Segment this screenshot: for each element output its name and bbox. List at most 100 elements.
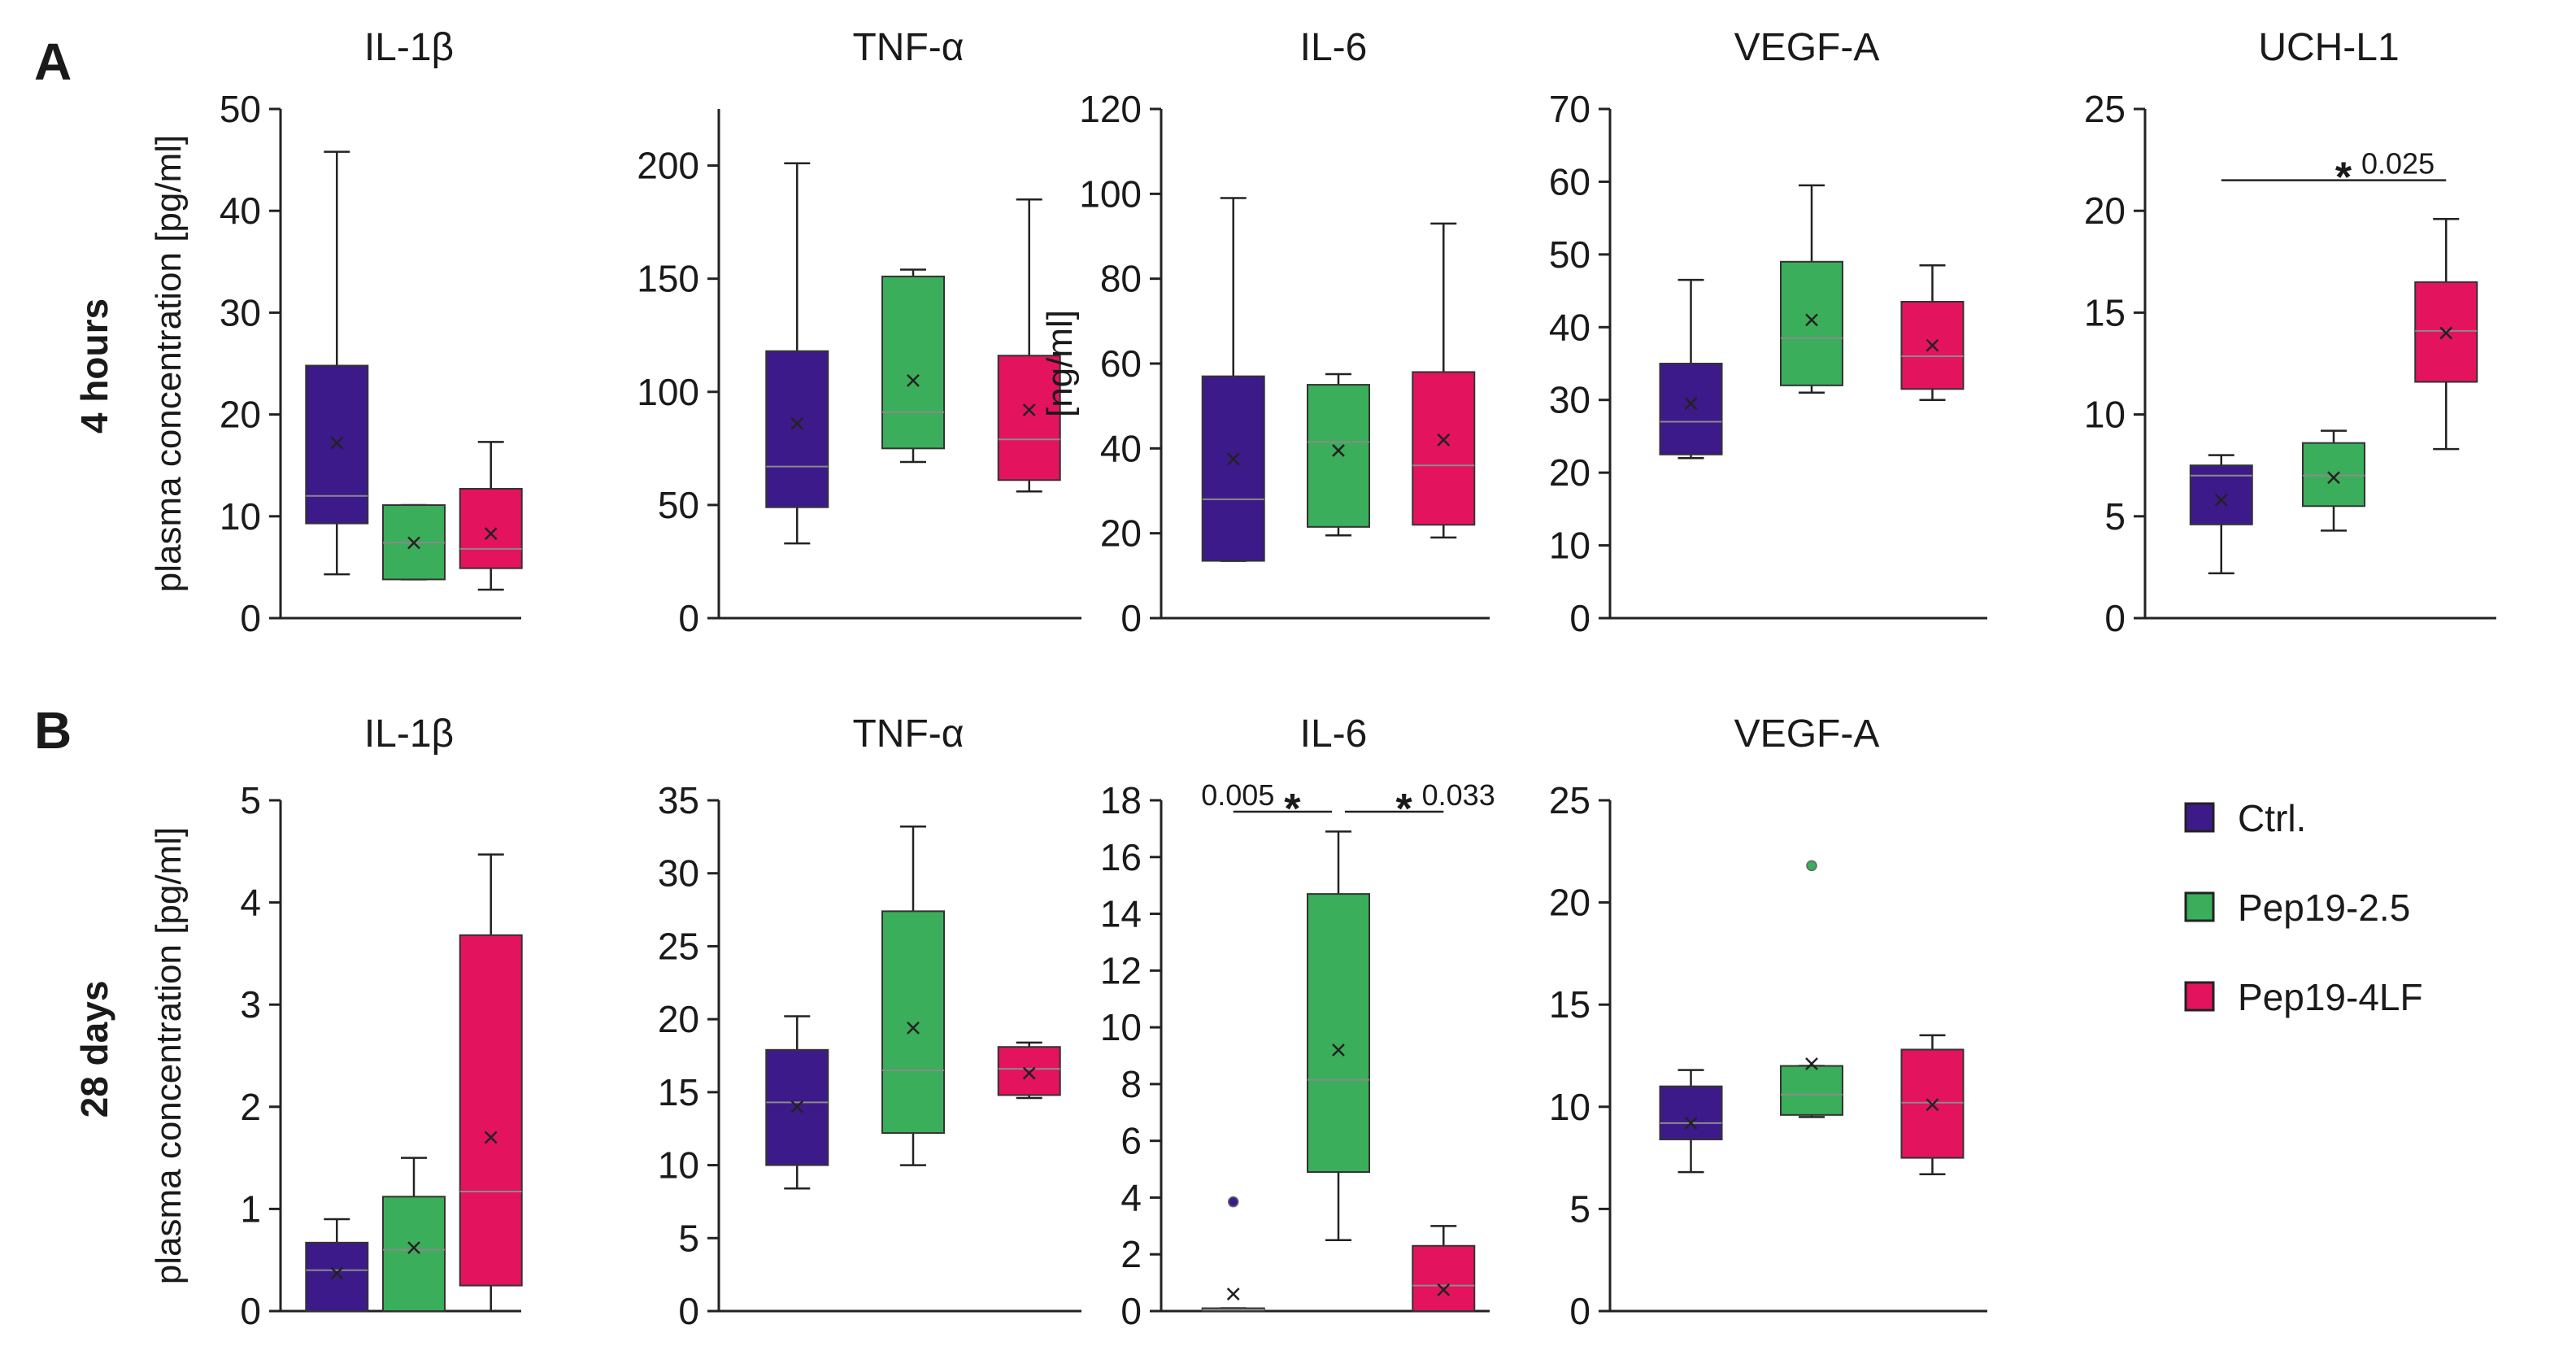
box-tnf--28d-pep19-4lf	[997, 1041, 1061, 1100]
box-rect	[305, 1241, 369, 1313]
mean-marker	[1226, 1287, 1240, 1301]
y-tick-label-il-1--4h: 0	[240, 597, 261, 639]
mean-marker	[2439, 326, 2453, 340]
y-axis-title-il-6-4h: [ng/ml]	[1040, 310, 1080, 417]
y-tick-label-il-6-28d: 0	[1120, 1290, 1142, 1332]
significance-p-value: 0.033	[1422, 778, 1495, 812]
box-uch-l1-4h-pep19-4lf	[2414, 217, 2478, 451]
box-rect	[2189, 464, 2253, 525]
y-tick-label-il-6-28d: 8	[1120, 1063, 1142, 1105]
y-tick-label-il-6-28d: 4	[1120, 1176, 1142, 1218]
y-tick-label-il-6-4h: 120	[1079, 88, 1142, 130]
y-tick-label-tnf--28d: 25	[658, 925, 699, 967]
y-axis-title-il-1--28d: plasma concentration [pg/ml]	[149, 827, 189, 1285]
panel-letter-a: A	[34, 33, 72, 91]
y-tick-label-il-1--4h: 30	[220, 291, 261, 333]
significance-p-value: 0.005	[1201, 778, 1274, 812]
box-vegf-a-4h-pep19-4lf	[1900, 264, 1965, 401]
y-tick-label-uch-l1-4h: 0	[2104, 597, 2126, 639]
mean-marker	[1684, 1117, 1698, 1130]
legend-label-pep19-2-5: Pep19-2.5	[2238, 887, 2410, 929]
y-tick-label-uch-l1-4h: 20	[2084, 190, 2126, 232]
row-label-28-days: 28 days	[73, 981, 115, 1118]
box-rect	[459, 934, 523, 1287]
box-uch-l1-4h-ctrl	[2189, 454, 2253, 575]
chart-vegf-a-4h: VEGF-A 0 10 20 30 40 50 60 70	[1549, 26, 1987, 639]
box-vegf-a-28d-pep19-2-5	[1780, 860, 1843, 1118]
significance-il-6-28d-0: * 0.005	[1201, 778, 1332, 833]
y-tick-label-il-1--28d: 2	[240, 1086, 261, 1128]
legend: Ctrl. Pep19-2.5 Pep19-4LF	[2184, 797, 2423, 1018]
y-tick-label-uch-l1-4h: 25	[2084, 88, 2126, 130]
mean-marker	[1684, 397, 1698, 411]
y-tick-label-il-6-28d: 16	[1100, 836, 1142, 878]
significance-il-6-28d-1: * 0.033	[1345, 778, 1495, 833]
y-tick-label-vegf-a-4h: 40	[1549, 306, 1590, 348]
y-tick-label-il-6-4h: 20	[1100, 512, 1142, 555]
mean-marker	[1437, 1283, 1451, 1296]
y-tick-label-vegf-a-4h: 50	[1549, 233, 1590, 276]
y-tick-label-tnf--28d: 20	[658, 998, 699, 1040]
box-rect	[2302, 442, 2365, 508]
box-rect	[1780, 260, 1843, 386]
box-rect	[997, 1046, 1061, 1096]
box-tnf--4h-pep19-2-5	[881, 268, 945, 464]
y-tick-label-tnf--4h: 0	[678, 597, 699, 639]
mean-marker	[1805, 1057, 1818, 1070]
y-tick-label-tnf--28d: 35	[658, 779, 699, 821]
y-tick-label-il-1--28d: 4	[240, 882, 261, 924]
box-tnf--28d-pep19-2-5	[881, 826, 945, 1166]
y-tick-label-vegf-a-28d: 15	[1549, 983, 1590, 1026]
y-tick-label-vegf-a-4h: 10	[1549, 525, 1590, 567]
y-tick-label-vegf-a-28d: 0	[1569, 1290, 1590, 1332]
y-tick-label-il-1--28d: 5	[240, 779, 261, 821]
legend-label-ctrl: Ctrl.	[2238, 797, 2306, 839]
significance-star: *	[1284, 786, 1301, 833]
mean-marker	[330, 1266, 344, 1280]
chart-vegf-a-28d: VEGF-A 0 5 10 15 20 25	[1549, 712, 1987, 1332]
y-tick-label-tnf--28d: 0	[678, 1290, 699, 1332]
significance-p-value: 0.025	[2361, 147, 2435, 181]
y-tick-label-il-6-4h: 60	[1100, 342, 1142, 385]
legend-swatch-pep19-2-5	[2184, 891, 2215, 922]
box-uch-l1-4h-pep19-2-5	[2302, 429, 2365, 532]
panel-letter-b: B	[34, 701, 72, 760]
box-vegf-a-28d-ctrl	[1659, 1069, 1723, 1174]
y-tick-label-vegf-a-4h: 70	[1549, 88, 1590, 130]
mean-marker	[1022, 1066, 1036, 1080]
box-rect	[997, 355, 1061, 481]
mean-marker	[1332, 1043, 1345, 1057]
box-il-1--28d-pep19-2-5	[382, 1157, 446, 1313]
mean-marker	[484, 1131, 498, 1144]
box-rect	[1659, 363, 1723, 455]
y-tick-label-vegf-a-28d: 25	[1549, 779, 1590, 821]
chart-il-6-4h: IL-6 0 20 40 60 80 100 120 [ng/ml]	[1040, 26, 1490, 639]
box-rect	[1307, 893, 1370, 1174]
y-tick-label-vegf-a-28d: 20	[1549, 882, 1590, 924]
y-tick-label-il-1--4h: 40	[220, 190, 261, 232]
legend-swatch-pep19-4lf	[2184, 981, 2215, 1012]
y-tick-label-vegf-a-28d: 10	[1549, 1086, 1590, 1128]
mean-marker	[407, 536, 420, 550]
mean-marker	[907, 373, 920, 387]
box-rect	[1201, 375, 1265, 562]
legend-item-ctrl: Ctrl.	[2184, 797, 2306, 839]
outlier-point	[1227, 1196, 1239, 1208]
mean-marker	[1925, 338, 1939, 352]
box-vegf-a-4h-ctrl	[1659, 278, 1723, 460]
box-il-1--4h-ctrl	[305, 150, 369, 576]
y-tick-label-il-6-28d: 12	[1100, 949, 1142, 991]
chart-title-il-1--28d: IL-1β	[364, 712, 454, 756]
y-tick-label-vegf-a-4h: 20	[1549, 451, 1590, 494]
y-tick-label-il-6-4h: 100	[1079, 172, 1142, 215]
mean-marker	[1332, 444, 1345, 457]
mean-marker	[1805, 313, 1818, 327]
mean-marker	[1226, 452, 1240, 466]
box-rect	[1780, 1065, 1843, 1116]
box-tnf--4h-ctrl	[765, 162, 829, 545]
chart-uch-l1-4h: UCH-L1 0 5 10 15 20 25 * 0.025	[2084, 26, 2496, 639]
box-il-1--28d-ctrl	[305, 1218, 369, 1313]
box-rect	[2414, 281, 2478, 383]
significance-uch-l1-4h-0: * 0.025	[2221, 147, 2447, 202]
y-tick-label-il-1--28d: 1	[240, 1187, 261, 1230]
